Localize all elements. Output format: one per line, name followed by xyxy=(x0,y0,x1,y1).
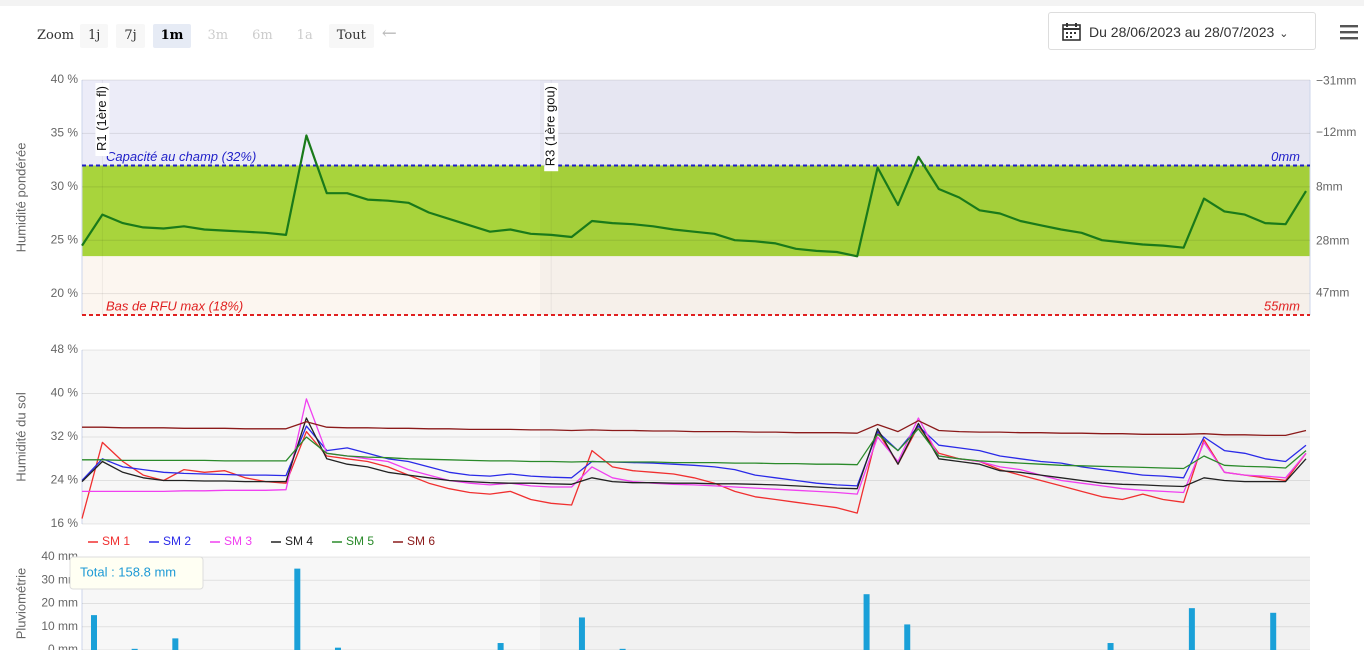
plot-background xyxy=(82,350,1310,524)
series-line xyxy=(82,398,1307,495)
zoom-label: Zoom xyxy=(37,28,75,43)
chevron: ⌄ xyxy=(1279,28,1289,40)
bar xyxy=(172,638,179,650)
legend-item: SM 2 xyxy=(163,534,191,548)
zoom-button[interactable]: 6m xyxy=(244,24,281,48)
range-shade xyxy=(540,350,1310,524)
y-axis-label: Humidité du sol xyxy=(13,392,28,482)
bar xyxy=(294,568,301,650)
legend-item: SM 6 xyxy=(407,534,435,548)
marker-label-bg xyxy=(95,83,110,157)
y-tick-label: 30 mm xyxy=(41,572,78,586)
top-shadow xyxy=(0,0,1364,6)
bar xyxy=(1107,643,1114,650)
y-tick-label: 35 % xyxy=(51,126,79,140)
series-line xyxy=(81,425,1307,519)
series-line xyxy=(81,417,1307,490)
y-tick-label: 24 % xyxy=(51,473,79,487)
y-tick-label: 40 % xyxy=(51,386,79,400)
plot-band xyxy=(82,80,1310,166)
bar xyxy=(1270,612,1277,650)
y-axis-label: Pluviométrie xyxy=(13,568,28,640)
y-axis-label: Humidité pondérée xyxy=(13,143,28,253)
range-shade xyxy=(540,80,1310,315)
legend-item: SM 3 xyxy=(224,534,252,548)
legend-item: SM 5 xyxy=(346,534,374,548)
series-line xyxy=(82,420,1307,437)
plot-background xyxy=(82,557,1310,650)
y2-tick-label: −31mm xyxy=(1316,73,1356,87)
y-tick-label: 40 % xyxy=(51,72,79,86)
plot-line-label: Bas de RFU max (18%) xyxy=(106,298,243,313)
y2-tick-label: 47mm xyxy=(1316,285,1349,299)
bar xyxy=(1188,608,1195,650)
plot-line-label: 0mm xyxy=(1271,149,1300,164)
zoom-button[interactable]: 7j xyxy=(116,24,145,48)
annotation: Total : 158.8 mm xyxy=(80,564,176,579)
zoom-button[interactable]: Tout xyxy=(328,24,374,48)
y-tick-label: 40 mm xyxy=(41,549,78,563)
series-line xyxy=(82,428,1307,470)
series-line xyxy=(81,134,1307,258)
back-arrow[interactable]: ← xyxy=(381,23,397,44)
bar xyxy=(497,643,504,650)
y2-tick-label: 8mm xyxy=(1316,179,1343,193)
y-tick-label: 20 mm xyxy=(41,596,78,610)
date-range-picker[interactable]: Du 28/06/2023 au 28/07/2023 ⌄ xyxy=(1048,12,1316,50)
plot-band xyxy=(82,165,1310,257)
plot-band xyxy=(82,256,1310,315)
legend-item: SM 1 xyxy=(102,534,130,548)
y-tick-label: 10 mm xyxy=(41,619,78,633)
marker-label: R1 (1ère fl) xyxy=(94,86,109,151)
annotation-box xyxy=(69,556,204,590)
marker-label: R3 (1ère gou) xyxy=(543,86,558,166)
marker-label-bg xyxy=(544,83,559,172)
y2-tick-label: 28mm xyxy=(1316,234,1349,248)
y-tick-label: 48 % xyxy=(51,342,79,356)
y2-tick-label: −12mm xyxy=(1316,125,1356,139)
bar xyxy=(578,617,585,650)
y-tick-label: 32 % xyxy=(51,429,79,443)
y-tick-label: 16 % xyxy=(51,516,79,530)
date-range-text: Du 28/06/2023 au 28/07/2023 xyxy=(1089,24,1275,40)
y-tick-label: 25 % xyxy=(51,232,79,246)
plot-line-label: Capacité au champ (32%) xyxy=(106,149,256,164)
series-line xyxy=(81,425,1307,487)
range-shade xyxy=(540,557,1310,650)
bar xyxy=(904,624,911,650)
calendar-icon xyxy=(1062,23,1081,41)
toolbar: Zoom 1j 7j 1m 3m 6m 1a Tout ← xyxy=(37,22,397,48)
y-tick-label: 20 % xyxy=(51,286,79,300)
bar xyxy=(863,594,870,650)
plot-line-label: 55mm xyxy=(1264,298,1300,313)
zoom-button[interactable]: 1m xyxy=(152,24,192,48)
zoom-button[interactable]: 1a xyxy=(288,24,321,48)
y-tick-label: 30 % xyxy=(51,179,79,193)
legend-item: SM 4 xyxy=(285,534,313,548)
zoom-button[interactable]: 3m xyxy=(199,24,237,48)
zoom-button[interactable]: 1j xyxy=(80,24,109,48)
bar xyxy=(91,615,97,650)
y-tick-label: 0 mm xyxy=(48,642,78,650)
menu-icon[interactable] xyxy=(1338,23,1362,41)
zoom-buttons: 1j 7j 1m 3m 6m 1a Tout xyxy=(80,24,382,48)
